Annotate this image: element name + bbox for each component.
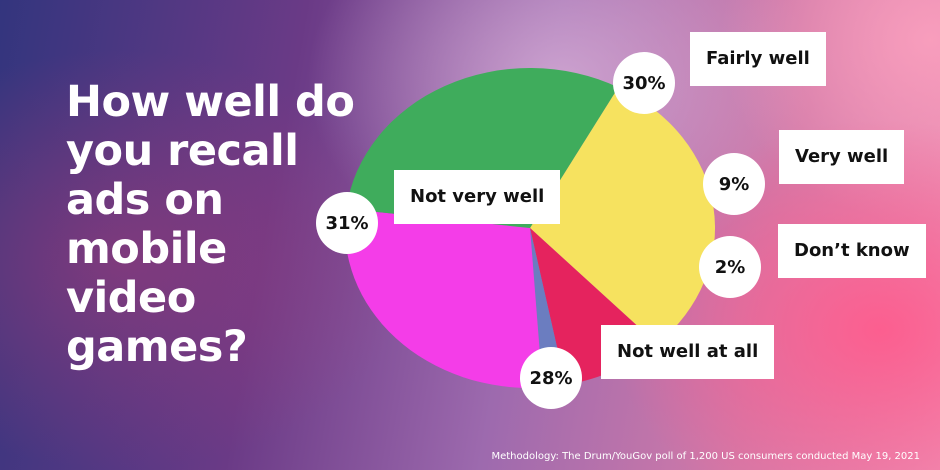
- callout-dont-know: Don’t know: [778, 224, 926, 278]
- value-bubble-dont-know: 2%: [699, 236, 761, 298]
- pie-slice-fairly-well: [530, 87, 716, 345]
- value-bubble-not-well-at-all: 28%: [520, 347, 582, 409]
- methodology-note: Methodology: The Drum/YouGov poll of 1,2…: [491, 451, 920, 462]
- callout-not-well-at-all: Not well at all: [601, 325, 775, 379]
- value-bubble-very-well: 9%: [703, 153, 765, 215]
- callout-fairly-well: Fairly well: [690, 32, 826, 86]
- callout-very-well: Very well: [779, 130, 905, 184]
- chart-title: How well do you recall ads on mobile vid…: [66, 77, 355, 372]
- value-bubble-not-very-well: 31%: [316, 192, 378, 254]
- pie-slice-not-well-at-all: [345, 208, 543, 389]
- callout-not-very-well: Not very well: [394, 170, 561, 224]
- value-bubble-fairly-well: 30%: [613, 52, 675, 114]
